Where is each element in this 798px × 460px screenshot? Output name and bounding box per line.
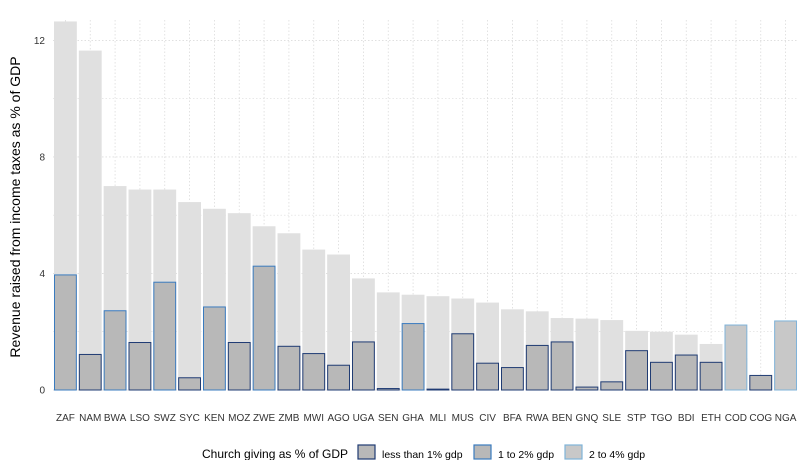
church-bar-zaf: [53, 274, 77, 391]
church-bar-swz: [153, 281, 177, 391]
y-axis-label: Revenue raised from income taxes as % of…: [7, 56, 23, 357]
legend-label: 1 to 2% gdp: [498, 449, 554, 460]
church-bar-uga: [351, 341, 375, 391]
y-tick-label: 8: [39, 152, 45, 163]
x-tick-label: CIV: [479, 413, 496, 424]
church-bar-civ: [476, 362, 500, 391]
x-tick-label: SYC: [179, 413, 200, 424]
church-bar-rwa: [525, 344, 549, 391]
x-tick-label: ZAF: [56, 413, 75, 424]
church-bar-bwa: [103, 310, 127, 391]
total-bar-sle: [600, 320, 624, 390]
church-bar-ben: [550, 341, 574, 391]
x-tick-label: COD: [725, 413, 747, 424]
church-bar-ken: [202, 306, 226, 391]
x-tick-label: SEN: [378, 413, 399, 424]
church-bar-cod: [724, 324, 748, 391]
x-tick-label: BEN: [552, 413, 573, 424]
x-tick-label: STP: [627, 413, 647, 424]
church-bar-eth: [699, 361, 723, 391]
x-tick-label: ZWE: [253, 413, 276, 424]
church-bar-lso: [128, 342, 152, 391]
church-bar-cog: [749, 374, 773, 391]
x-tick-label: RWA: [526, 413, 549, 424]
church-bar-moz: [227, 342, 251, 391]
x-tick-label: AGO: [327, 413, 349, 424]
total-bar-nam: [78, 50, 102, 391]
church-bar-sen: [376, 388, 400, 391]
church-bar-nam: [78, 353, 102, 391]
x-tick-label: BFA: [503, 413, 522, 424]
church-bar-syc: [178, 377, 202, 391]
total-bar-mli: [426, 296, 450, 390]
y-tick-label: 0: [39, 386, 45, 397]
x-tick-label: UGA: [353, 413, 375, 424]
church-giving-bars: [53, 265, 798, 391]
church-bar-bfa: [500, 367, 524, 391]
x-tick-label: SLE: [602, 413, 621, 424]
total-bar-gnq: [575, 318, 599, 390]
legend-swatch: [357, 444, 376, 460]
total-bar-sen: [376, 292, 400, 390]
church-bar-gnq: [575, 386, 599, 391]
total-bar-lso: [128, 189, 152, 390]
church-bar-ago: [327, 364, 351, 391]
church-bar-mli: [426, 388, 450, 391]
church-bar-tgo: [649, 361, 673, 391]
y-tick-label: 4: [39, 269, 45, 280]
x-tick-label: SWZ: [154, 413, 176, 424]
church-bar-mus: [451, 333, 475, 391]
legend-swatch: [473, 444, 492, 460]
y-tick-label: 12: [34, 36, 46, 47]
x-tick-label: ETH: [701, 413, 721, 424]
y-axis-ticks: 0 4 8 12: [34, 36, 46, 397]
legend-swatch: [564, 444, 583, 460]
legend-label: 2 to 4% gdp: [589, 449, 645, 460]
church-bar-mwi: [302, 353, 326, 391]
church-bar-gha: [401, 323, 425, 391]
x-tick-label: LSO: [130, 413, 150, 424]
church-bar-bdi: [674, 354, 698, 391]
church-bar-nga: [774, 320, 798, 391]
legend-title: Church giving as % of GDP: [202, 447, 348, 460]
legend: Church giving as % of GDP less than 1% g…: [202, 444, 645, 460]
x-tick-label: ZMB: [278, 413, 299, 424]
x-tick-label: COG: [749, 413, 772, 424]
x-tick-label: NAM: [79, 413, 101, 424]
legend-label: less than 1% gdp: [382, 449, 463, 460]
x-tick-label: MLI: [430, 413, 447, 424]
x-tick-label: BDI: [678, 413, 695, 424]
x-tick-label: NGA: [775, 413, 797, 424]
x-axis-ticks: ZAF NAM BWA LSO SWZ SYC KEN MOZ ZWE ZMB MWI AGO UGA S…: [56, 413, 797, 424]
x-tick-label: MUS: [452, 413, 475, 424]
church-bar-zmb: [277, 345, 301, 391]
x-tick-label: MOZ: [228, 413, 250, 424]
x-tick-label: GHA: [402, 413, 424, 424]
total-bar-ago: [327, 254, 351, 390]
x-tick-label: KEN: [204, 413, 225, 424]
x-tick-label: GNQ: [576, 413, 599, 424]
church-bar-sle: [600, 381, 624, 391]
x-tick-label: MWI: [303, 413, 324, 424]
x-tick-label: TGO: [651, 413, 673, 424]
total-bar-syc: [178, 202, 202, 390]
church-bar-stp: [625, 350, 649, 391]
x-tick-label: BWA: [104, 413, 127, 424]
church-bar-zwe: [252, 265, 276, 391]
